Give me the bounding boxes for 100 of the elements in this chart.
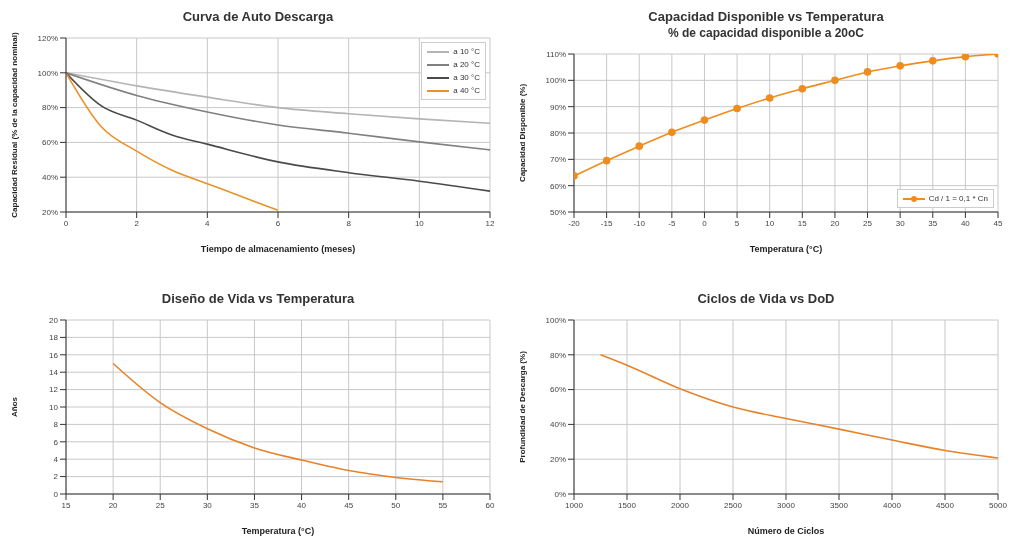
point: [765, 94, 774, 102]
x-tick-label: 1000: [565, 500, 584, 510]
x-tick-label: 35: [928, 218, 938, 228]
point: [798, 84, 807, 93]
point: [928, 57, 937, 65]
y-tick-label: 100%: [545, 315, 566, 325]
x-tick-label: 12: [485, 218, 495, 228]
y-axis-title: Profundidad de Descarga (%): [517, 350, 527, 463]
y-tick-label: 0: [53, 489, 59, 499]
x-tick-label: 15: [61, 500, 71, 510]
chart-title: Capacidad Disponible vs Temperatura: [647, 8, 885, 26]
x-tick-label: 0: [63, 218, 69, 228]
x-tick-label: -15: [600, 218, 613, 228]
y-tick-label: 0%: [554, 489, 566, 499]
x-tick-label: 20: [108, 500, 119, 510]
x-tick-label: 30: [202, 500, 213, 510]
y-tick-label: 50%: [549, 207, 566, 217]
y-axis-title: Capacidad Residual (% de la capacidad nominal): [9, 31, 19, 218]
y-tick-label: 60%: [549, 181, 566, 191]
x-tick-label: 40: [960, 218, 971, 228]
x-tick-label: 3000: [777, 500, 796, 510]
x-tick-label: -10: [633, 218, 646, 228]
y-tick-label: 100%: [545, 76, 566, 86]
x-tick-label: 10: [414, 218, 425, 228]
y-tick-label: 20: [49, 315, 59, 325]
point: [635, 142, 644, 150]
point: [733, 104, 741, 113]
y-tick-label: 16: [49, 350, 59, 360]
legend-label: Cd / 1 = 0,1 * Cn: [928, 193, 988, 205]
x-tick-label: 5: [734, 218, 740, 228]
y-tick-label: 80%: [549, 350, 566, 360]
x-tick-label: 2: [134, 218, 140, 228]
x-axis-title: Temperatura (°C): [749, 244, 823, 255]
y-tick-label: 40%: [41, 173, 58, 183]
x-tick-label: 50: [391, 500, 401, 510]
line-series: [112, 362, 444, 483]
chart-title: Curva de Auto Descarga: [181, 8, 335, 26]
x-tick-label: -20: [568, 218, 581, 228]
point: [831, 76, 839, 85]
x-tick-label: 55: [438, 500, 448, 510]
x-tick-label: 2000: [671, 500, 690, 510]
y-tick-label: 20%: [41, 207, 58, 217]
point: [602, 156, 611, 165]
x-tick-label: 1500: [618, 500, 637, 510]
point: [961, 54, 970, 61]
y-tick-label: 8: [53, 420, 59, 430]
x-tick-label: 4000: [883, 500, 902, 510]
chart-subtitle: % de capacidad disponible a 20oC: [666, 26, 866, 42]
x-tick-label: 2500: [724, 500, 743, 510]
point: [700, 116, 709, 124]
y-axis-title: Años: [9, 396, 19, 417]
line-series: [66, 72, 490, 125]
y-tick-label: 70%: [549, 155, 566, 165]
chart-title: Ciclos de Vida vs DoD: [696, 290, 836, 308]
x-tick-label: 6: [275, 218, 281, 228]
x-axis-title: Número de Ciclos: [747, 526, 825, 537]
x-axis-title: Tiempo de almacenamiento (meses): [200, 244, 356, 255]
legend-label: a 10 °C: [453, 46, 480, 58]
x-tick-label: 45: [993, 218, 1003, 228]
y-tick-label: 10: [49, 402, 59, 412]
legend-label: a 20 °C: [453, 59, 480, 71]
x-tick-label: 0: [702, 218, 708, 228]
y-tick-label: 120%: [37, 33, 58, 43]
y-tick-label: 40%: [549, 420, 566, 430]
y-axis-title: Capacidad Disponible (%): [517, 83, 527, 183]
line-series: [66, 72, 490, 151]
y-tick-label: 18: [49, 333, 59, 343]
chart-title: Diseño de Vida vs Temperatura: [160, 290, 356, 308]
x-tick-label: 4: [205, 218, 211, 228]
y-tick-label: 80%: [549, 128, 566, 138]
x-tick-label: 25: [863, 218, 873, 228]
x-tick-label: 8: [346, 218, 352, 228]
x-tick-label: 35: [249, 500, 260, 510]
y-tick-label: 80%: [41, 103, 58, 113]
x-tick-label: 4500: [936, 500, 955, 510]
x-tick-label: 45: [344, 500, 354, 510]
y-tick-label: 20%: [549, 455, 566, 465]
y-tick-label: 60%: [41, 138, 58, 148]
y-tick-label: 110%: [546, 49, 566, 59]
point: [896, 62, 904, 70]
x-tick-label: 15: [797, 218, 808, 228]
y-tick-label: 6: [53, 437, 59, 447]
x-tick-label: 60: [485, 500, 495, 510]
x-tick-label: 30: [895, 218, 906, 228]
line-series: [599, 354, 998, 459]
x-tick-label: 25: [155, 500, 166, 510]
x-tick-label: 10: [765, 218, 775, 228]
point: [863, 68, 872, 76]
x-tick-label: -5: [668, 218, 676, 228]
y-tick-label: 4: [53, 455, 59, 465]
legend-label: a 40 °C: [453, 85, 480, 97]
x-tick-label: 3500: [830, 500, 849, 510]
point: [668, 128, 676, 137]
line-series: [66, 72, 279, 212]
y-tick-label: 2: [53, 472, 59, 482]
x-tick-label: 20: [830, 218, 840, 228]
legend-label: a 30 °C: [453, 72, 480, 84]
y-tick-label: 60%: [549, 385, 566, 395]
y-tick-label: 12: [49, 385, 59, 395]
x-tick-label: 5000: [989, 500, 1008, 510]
